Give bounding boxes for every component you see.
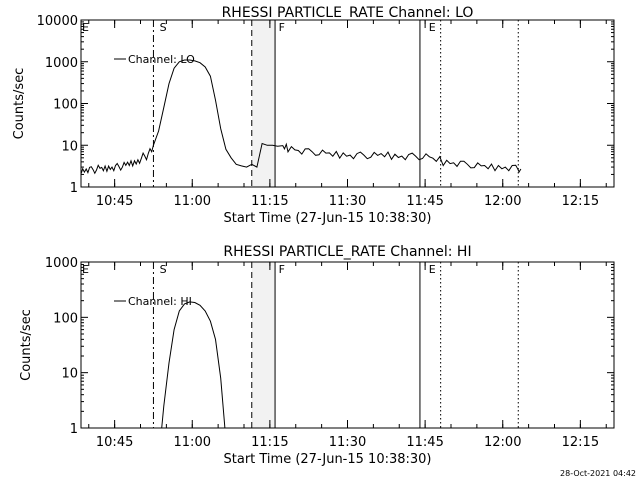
x-tick-label: 11:15 [251,435,288,450]
x-axis-label: Start Time (27-Jun-15 10:38:30) [224,211,432,226]
timestamp: 28-Oct-2021 04:42 [560,469,636,478]
x-tick-label: 10:45 [96,435,133,450]
x-tick-label: 12:00 [484,194,521,209]
event-marker-f: F [279,21,285,34]
y-tick-label: 10 [61,367,78,382]
y-axis-label: Counts/sec [19,309,34,381]
series-line-channel-lo [80,59,522,175]
series-line-channel-hi [161,301,226,429]
x-tick-label: 11:00 [174,435,211,450]
event-marker-e: E [429,21,436,34]
event-marker-e: E [82,21,89,34]
x-tick-label: 11:30 [329,435,366,450]
y-tick-label: 1 [70,422,78,437]
y-tick-label: 1000 [45,256,78,271]
legend-label: Channel: HI [128,295,192,308]
legend-label: Channel: LO [128,53,195,66]
y-tick-label: 100 [53,98,78,113]
x-tick-label: 11:15 [251,194,288,209]
event-marker-s: S [160,21,167,34]
x-tick-label: 11:45 [406,194,443,209]
x-tick-label: 11:00 [174,194,211,209]
x-tick-label: 12:15 [562,194,599,209]
plot-frame [80,261,615,429]
y-tick-label: 1000 [45,56,78,71]
shaded-interval [251,262,276,428]
x-tick-label: 12:00 [484,435,521,450]
plot-frame [80,19,615,188]
y-tick-label: 10000 [37,14,78,29]
y-tick-label: 1 [70,181,78,196]
x-tick-label: 11:30 [329,194,366,209]
x-tick-label: 12:15 [562,435,599,450]
x-tick-label: 10:45 [96,194,133,209]
shaded-interval [251,20,276,187]
event-marker-s: S [160,263,167,276]
y-axis-label: Counts/sec [12,68,27,140]
chart-title: RHESSI PARTICLE_RATE Channel: HI [223,244,471,260]
event-marker-e: E [82,263,89,276]
x-tick-label: 11:45 [406,435,443,450]
x-axis-label: Start Time (27-Jun-15 10:38:30) [224,452,432,467]
y-tick-label: 100 [53,311,78,326]
y-tick-label: 10 [61,139,78,154]
event-marker-f: F [279,263,285,276]
chart-title: RHESSI PARTICLE_RATE Channel: LO [222,5,474,21]
event-marker-e: E [429,263,436,276]
